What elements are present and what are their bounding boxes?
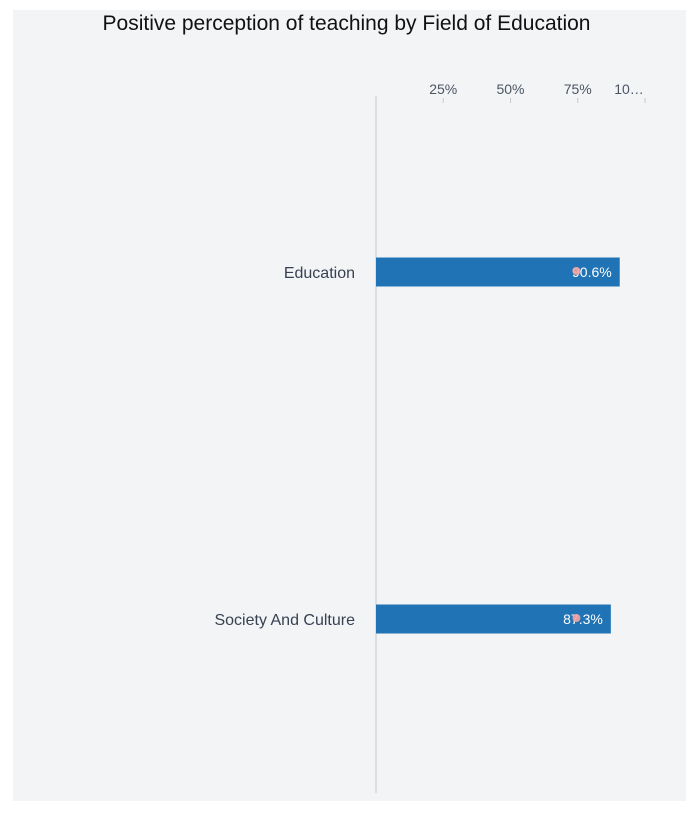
category-label: Education [284, 265, 355, 282]
x-tick-label: 75% [564, 81, 592, 97]
bars: Education 90.6% Society And Culture 87.3% [214, 257, 620, 634]
category-label: Society And Culture [214, 612, 355, 629]
data-label: 90.6% [572, 264, 612, 280]
x-tick-label: 50% [496, 81, 524, 97]
x-axis-ticks: 25% 50% 75% 10… [429, 81, 646, 103]
marker-point [572, 267, 581, 275]
bar [376, 604, 611, 634]
x-tick-label: 10… [614, 81, 644, 97]
marker-point [572, 614, 581, 622]
chart-title: Positive perception of teaching by Field… [102, 12, 591, 35]
chart-background [13, 10, 686, 801]
data-label: 87.3% [563, 611, 603, 627]
x-tick-label: 25% [429, 81, 457, 97]
